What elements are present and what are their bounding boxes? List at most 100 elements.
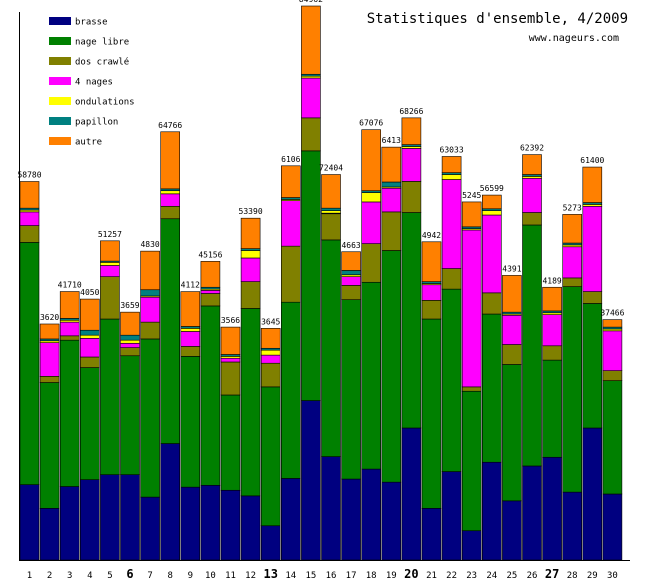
bar-segment-24-4-nages — [481, 214, 502, 294]
bar-segment-29-4-nages — [582, 205, 603, 292]
bar-segment-5-brasse — [100, 474, 120, 561]
total-label-11: 3566 — [221, 316, 240, 325]
total-label-26: 62392 — [520, 144, 544, 153]
bar-segment-19-nage-libre — [381, 250, 402, 483]
bar-segment-13-4-nages — [260, 354, 281, 364]
bar-segment-18-nage-libre — [361, 281, 382, 470]
bar-segment-14-4-nages — [280, 200, 301, 247]
x-tick-label-29: 29 — [587, 571, 598, 580]
bar-segment-9-nage-libre — [180, 356, 201, 488]
bar-segment-28-nage-libre — [562, 286, 583, 493]
x-tick-label-27: 27 — [545, 567, 559, 580]
bar-segment-12-ondulations — [240, 250, 261, 259]
bar-segment-27-autre — [542, 286, 562, 312]
bar-segment-3-dos-crawl- — [59, 335, 80, 341]
bar-segment-5-nage-libre — [100, 318, 120, 475]
x-tick-label-26: 26 — [527, 571, 538, 580]
bar-segment-16-brasse — [321, 456, 341, 561]
legend-swatch-3 — [49, 77, 71, 85]
x-tick-label-2: 2 — [47, 571, 52, 580]
total-label-14: 6106 — [281, 155, 300, 164]
bar-segment-25-4-nages — [502, 314, 522, 345]
bar-segment-14-nage-libre — [280, 301, 301, 479]
bar-segment-21-nage-libre — [421, 318, 442, 509]
bar-segment-13-autre — [260, 328, 281, 349]
bar-segment-22-dos-crawl- — [441, 268, 462, 290]
bar-segment-16-ondulations — [321, 210, 341, 214]
bar-segment-22-4-nages — [441, 179, 462, 269]
bar-segment-3-autre — [59, 291, 80, 319]
bar-segment-2-brasse — [39, 508, 60, 561]
total-label-27: 4189 — [542, 276, 561, 285]
bar-segment-10-brasse — [200, 484, 221, 561]
x-tick-label-9: 9 — [188, 571, 193, 580]
bar-segment-9-brasse — [180, 486, 201, 561]
bar-segment-11-dos-crawl- — [220, 361, 241, 396]
legend-swatch-4 — [49, 97, 71, 105]
bar-segment-1-autre — [19, 181, 40, 209]
legend-swatch-0 — [49, 17, 71, 25]
total-label-22: 63033 — [440, 145, 464, 154]
x-tick-label-12: 12 — [245, 571, 256, 580]
bar-segment-19-dos-crawl- — [381, 211, 402, 251]
x-tick-label-22: 22 — [446, 571, 457, 580]
bar-segment-22-nage-libre — [441, 288, 462, 472]
bar-segment-7-4-nages — [140, 296, 160, 323]
legend-swatch-2 — [49, 57, 71, 65]
x-tick-label-24: 24 — [486, 571, 497, 580]
bar-segment-11-4-nages — [220, 357, 241, 363]
bar-segment-15-nage-libre — [301, 150, 321, 401]
bar-segment-4-ondulations — [80, 334, 100, 339]
bar-segment-29-autre — [582, 166, 603, 203]
total-label-3: 41710 — [58, 281, 82, 290]
bar-segment-5-autre — [100, 240, 120, 262]
bar-segment-27-nage-libre — [542, 359, 562, 458]
bar-segment-14-brasse — [280, 478, 301, 561]
bar-segment-16-nage-libre — [321, 239, 341, 457]
bar-segment-26-dos-crawl- — [522, 212, 542, 226]
x-tick-label-20: 20 — [404, 567, 418, 580]
bar-segment-30-4-nages — [602, 330, 623, 371]
x-tick-label-7: 7 — [147, 571, 152, 580]
bar-segment-1-4-nages — [19, 211, 40, 226]
bar-segment-5-ondulations — [100, 262, 120, 266]
x-tick-label-28: 28 — [567, 571, 578, 580]
total-label-4: 4050 — [80, 288, 99, 297]
bar-segment-5-4-nages — [100, 265, 120, 277]
bar-segment-3-nage-libre — [59, 339, 80, 487]
bar-segment-22-ondulations — [441, 174, 462, 180]
bar-segment-6-brasse — [120, 474, 140, 561]
bar-segment-17-dos-crawl- — [341, 285, 361, 301]
bar-segment-20-autre — [401, 117, 422, 145]
total-label-23: 5245 — [462, 191, 481, 200]
total-label-19: 6413 — [382, 136, 401, 145]
total-label-24: 56599 — [480, 184, 504, 193]
bar-segment-23-nage-libre — [461, 390, 482, 532]
bar-segment-5-dos-crawl- — [100, 276, 120, 320]
x-tick-label-23: 23 — [466, 571, 477, 580]
bar-segment-27-brasse — [542, 456, 562, 561]
legend-label-2: dos crawlé — [75, 57, 129, 68]
bar-segment-2-dos-crawl- — [39, 375, 60, 383]
legend-label-0: brasse — [75, 18, 108, 28]
bar-segment-26-brasse — [522, 465, 542, 561]
bar-segment-26-autre — [522, 154, 542, 175]
bar-segment-23-dos-crawl- — [461, 386, 482, 392]
bar-segment-10-dos-crawl- — [200, 293, 221, 307]
bar-segment-18-4-nages — [361, 201, 382, 244]
total-label-1: 58780 — [17, 171, 41, 180]
bar-segment-3-4-nages — [59, 321, 80, 337]
bar-segment-20-brasse — [401, 427, 422, 561]
bar-segment-21-dos-crawl- — [421, 300, 442, 320]
x-tick-label-15: 15 — [305, 571, 316, 580]
bar-segment-4-4-nages — [80, 338, 100, 358]
bar-segment-29-brasse — [582, 427, 603, 561]
bar-segment-6-nage-libre — [120, 355, 140, 475]
bar-segment-8-nage-libre — [160, 218, 180, 444]
legend-label-6: autre — [75, 138, 102, 148]
bar-segment-30-nage-libre — [602, 380, 623, 495]
bar-segment-17-papillon — [341, 270, 361, 276]
total-label-15: 84962 — [299, 0, 323, 4]
bar-segment-24-autre — [481, 194, 502, 210]
